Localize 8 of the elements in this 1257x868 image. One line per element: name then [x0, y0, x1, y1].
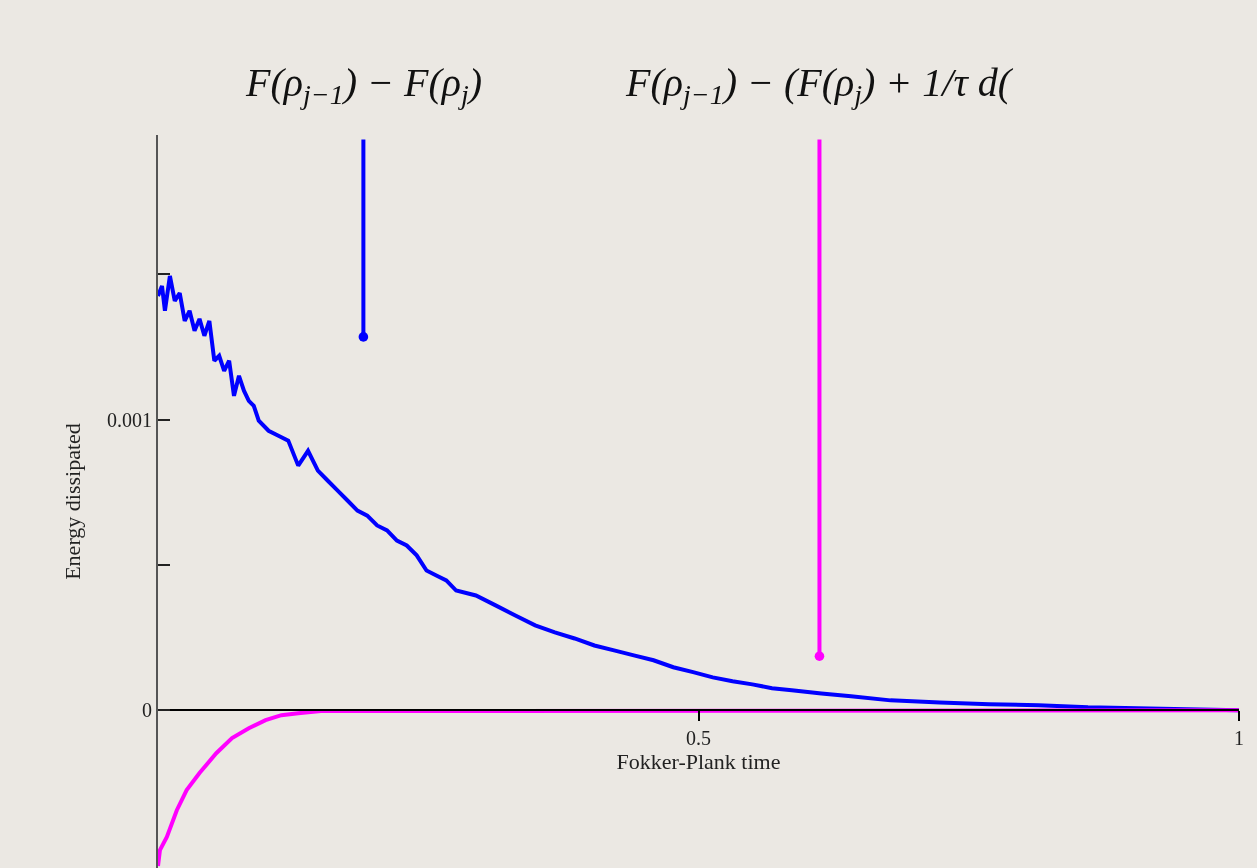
y-axis-title: Energy dissipated [60, 423, 86, 580]
x-tick-label: 1 [1234, 727, 1244, 750]
x-axis-title: Fokker-Plank time [616, 749, 781, 775]
annotation: F(ρ$_{j−1}$) − (F(ρ$_{j}$) + 1/τ d( [625, 60, 1014, 111]
y-tick-label: 0 [142, 699, 152, 722]
x-tick-label: 0.5 [686, 727, 711, 750]
annotation: F(ρ$_{j−1}$) − F(ρ$_{j}$) [245, 60, 483, 111]
y-tick-label: 0.001 [107, 408, 152, 431]
